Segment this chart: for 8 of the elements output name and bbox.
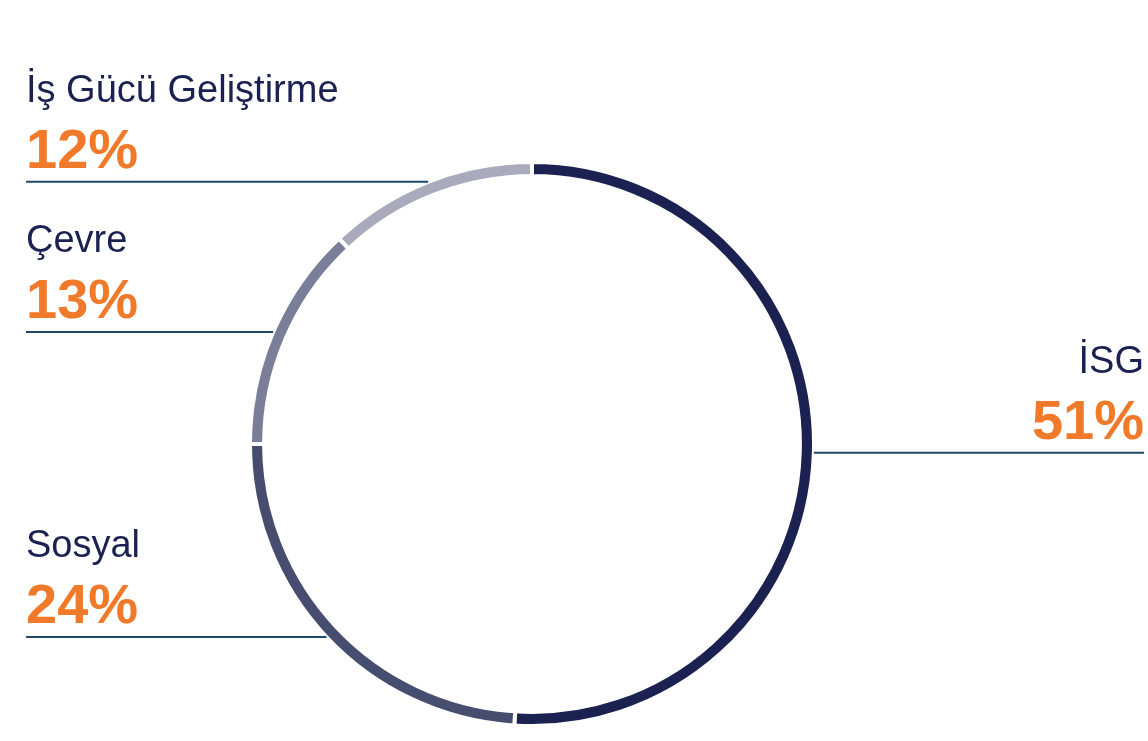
data-label: 24% [26, 572, 139, 636]
data-label: 51% [1031, 387, 1144, 451]
slice-label: İSG [1078, 338, 1144, 381]
data-label: 13% [26, 267, 139, 330]
slice-label: Sosyal [26, 523, 141, 566]
slice-label: İş Gücü Geliştirme [26, 67, 339, 110]
data-label: 12% [26, 116, 139, 180]
slice-label: Çevre [26, 218, 128, 260]
